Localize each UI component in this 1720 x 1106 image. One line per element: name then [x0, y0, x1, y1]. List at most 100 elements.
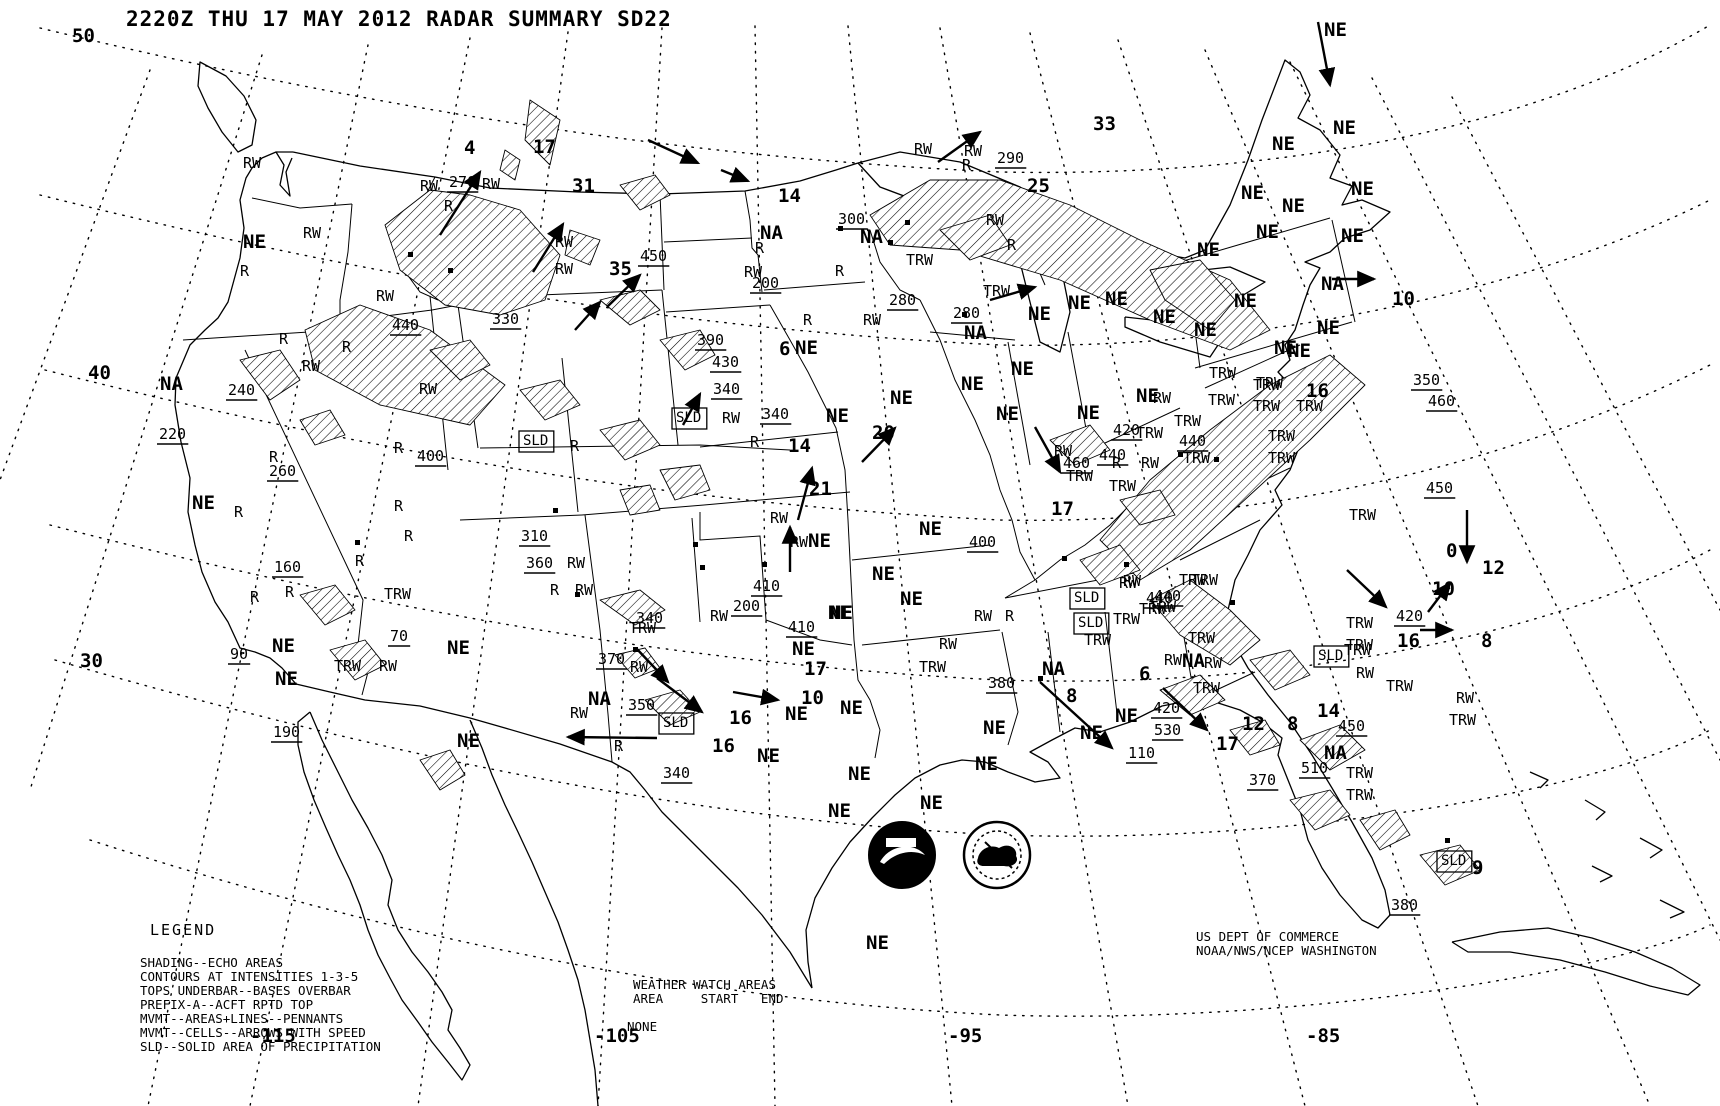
map-label: R [342, 338, 352, 356]
map-label: TRW [1253, 397, 1281, 415]
map-label: NA [860, 226, 883, 248]
map-label: 340 [636, 609, 663, 627]
map-label: NE [1234, 290, 1257, 312]
cell-movement-arrow [647, 138, 701, 165]
map-label: RW [379, 657, 398, 675]
map-label: RW [939, 635, 958, 653]
map-label: NE [890, 387, 913, 409]
map-label: NE [1282, 195, 1305, 217]
map-label: NE [1241, 182, 1264, 204]
map-label: NA [760, 222, 783, 244]
map-label: TRW [1188, 629, 1216, 647]
map-label: 12 [1482, 557, 1505, 579]
map-label: NE [1011, 358, 1034, 380]
sld-box [1073, 612, 1110, 635]
cell-movement-arrow [1162, 687, 1209, 732]
map-label: TRW [1136, 424, 1164, 442]
map-label: RW [567, 554, 586, 572]
map-label: 350 [628, 696, 655, 714]
map-label: NE [866, 932, 889, 954]
map-label: 50 [72, 25, 95, 47]
map-label: 420 [1113, 421, 1140, 439]
map-label: TRW [1386, 677, 1414, 695]
cell-movement-arrow [1316, 21, 1336, 88]
map-label: 40 [88, 362, 111, 384]
map-label: RW [419, 380, 438, 398]
map-label: R [444, 197, 454, 215]
map-label: 31 [572, 175, 595, 197]
map-label: NA [1324, 742, 1347, 764]
map-label: NE [848, 763, 871, 785]
map-label: TRW [983, 282, 1011, 300]
map-label: R [240, 262, 250, 280]
map-label: 4 [464, 137, 475, 159]
map-label: 340 [663, 764, 690, 782]
map-label: NA [160, 373, 183, 395]
map-label: 220 [159, 425, 186, 443]
map-label: TRW [1174, 412, 1202, 430]
map-label: R [1007, 236, 1017, 254]
map-label: 200 [752, 274, 779, 292]
map-label: 350 [1413, 371, 1440, 389]
map-label: RW [986, 211, 1005, 229]
map-label: TRW [1346, 636, 1374, 654]
sld-box [1069, 587, 1106, 610]
map-label: 260 [269, 462, 296, 480]
map-label: RW [303, 224, 322, 242]
map-label: SLD [1318, 648, 1343, 664]
map-label: NA [1321, 273, 1344, 295]
map-label: 17 [1216, 733, 1239, 755]
map-label: SLD [663, 715, 688, 731]
map-label: NE [808, 530, 831, 552]
map-label: NE [1080, 722, 1103, 744]
map-label: NE [1272, 133, 1295, 155]
map-label: TRW [1084, 631, 1112, 649]
map-label: NE [1197, 239, 1220, 261]
map-label: RW [555, 233, 574, 251]
map-label: 17 [1051, 498, 1074, 520]
map-label: 280 [889, 291, 916, 309]
map-label: RW [964, 142, 983, 160]
weather-watch-text: WEATHER WATCH AREAS AREA START END [633, 977, 784, 1006]
map-label: NE [1333, 117, 1356, 139]
map-label: RW [744, 263, 763, 281]
map-label: TRW [1139, 600, 1167, 618]
map-label: RW [1119, 574, 1138, 592]
coastline-outline [174, 59, 1701, 1106]
map-label: -105 [594, 1025, 640, 1047]
map-label: NE [983, 717, 1006, 739]
map-label: 8 [1287, 713, 1298, 735]
map-label: TRW [1066, 467, 1094, 485]
map-label: 17 [804, 658, 827, 680]
cell-movement-arrow [635, 647, 670, 684]
map-label: NE [192, 492, 215, 514]
map-label: SLD [1441, 853, 1466, 869]
map-label: NE [1256, 221, 1279, 243]
map-label: 9 [1472, 857, 1483, 879]
map-label: RW [1153, 389, 1172, 407]
map-label: 8 [1066, 685, 1077, 707]
map-label: RW [570, 704, 589, 722]
map-label: R [1112, 454, 1122, 472]
map-label: R [269, 448, 279, 466]
map-label: TRW [629, 619, 657, 637]
map-label: NE [1341, 225, 1364, 247]
map-label: R [394, 439, 404, 457]
map-label: NE [1351, 178, 1374, 200]
map-label: 30 [80, 650, 103, 672]
map-label: 8 [1481, 630, 1492, 652]
map-label: NE [826, 405, 849, 427]
map-label: RW [555, 260, 574, 278]
map-label: 370 [598, 650, 625, 668]
cell-movement-arrow [989, 283, 1038, 302]
map-label: SLD [1074, 590, 1099, 606]
map-label: 380 [988, 674, 1015, 692]
map-label: R [962, 156, 972, 174]
map-label: 6 [779, 338, 790, 360]
noaa-logo [868, 821, 936, 889]
map-label: 460 [1063, 454, 1090, 472]
sld-box [1436, 850, 1473, 873]
cell-movement-arrow [732, 688, 781, 706]
cell-movement-arrow [937, 130, 982, 163]
map-label: 410 [753, 577, 780, 595]
